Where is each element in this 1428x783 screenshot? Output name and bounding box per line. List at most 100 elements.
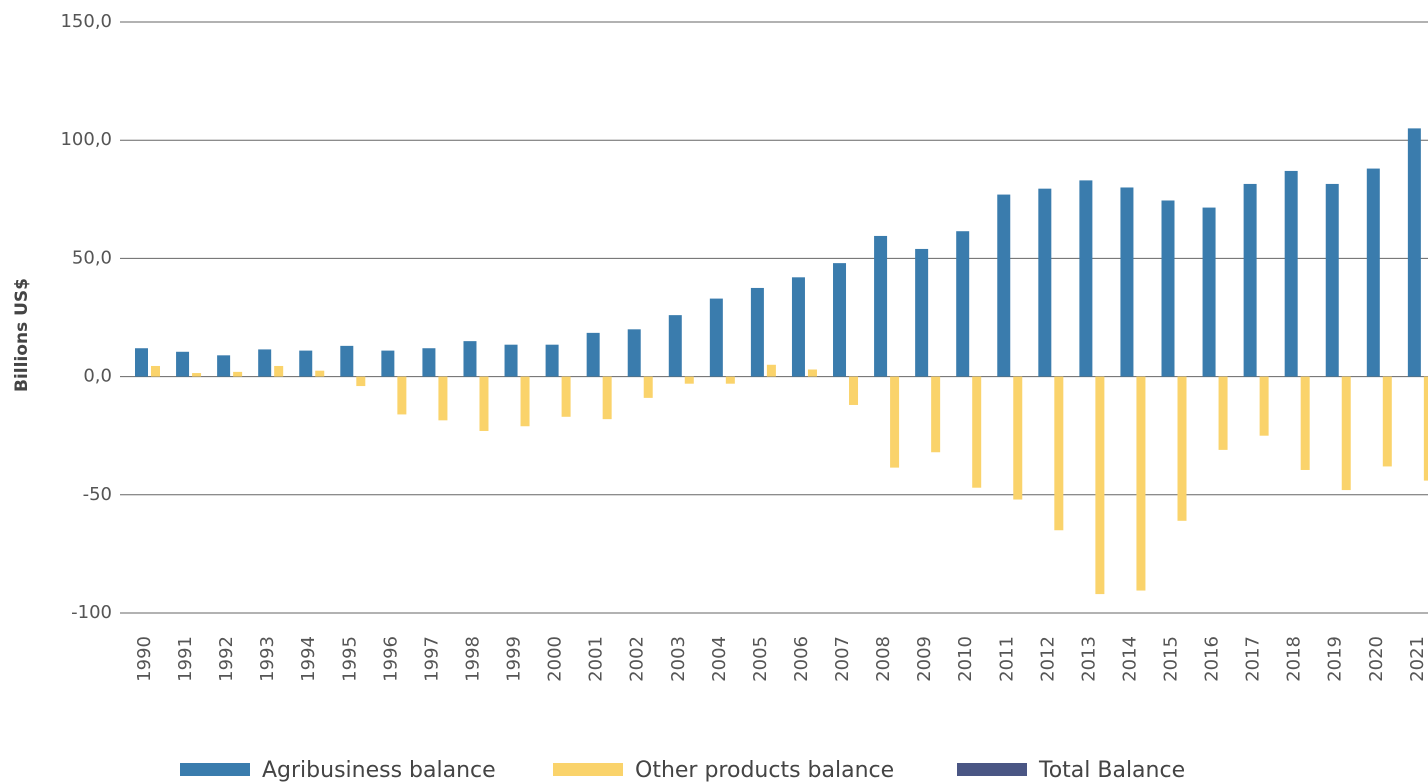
bar [1341,376,1351,491]
bar [1423,376,1428,481]
x-tick-label: 1997 [421,636,442,682]
bar [956,231,970,377]
bar [1218,376,1228,450]
bar [1243,183,1257,377]
bar [668,315,682,377]
bar [438,376,448,421]
bar [931,376,941,453]
bar [1259,376,1269,436]
bar [479,376,489,431]
bar [356,376,366,387]
bar [602,376,612,420]
legend-label: Total Balance [1038,758,1185,783]
bar [397,376,407,415]
x-tick-label: 2001 [586,636,607,682]
legend-swatch [957,763,1027,776]
bar [1284,170,1298,377]
x-tick-label: 2019 [1325,636,1346,682]
bar [709,298,723,377]
bar [1325,183,1339,377]
x-tick-label: 2006 [791,636,812,682]
bar [504,344,518,377]
x-tick-label: 2002 [627,636,648,682]
bar [997,194,1011,377]
bar [192,373,202,377]
x-tick-label: 2011 [996,636,1017,682]
bar [1079,180,1093,377]
x-tick-label: 2013 [1078,636,1099,682]
bar [643,376,653,398]
x-tick-label: 2007 [832,636,853,682]
bar [972,376,982,488]
bar [1161,200,1175,377]
legend-swatch [180,763,250,776]
y-axis-title: Billions US$ [12,278,32,392]
x-tick-label: 1999 [504,636,525,682]
bar [233,371,243,377]
bar [299,350,313,377]
x-tick-label: 2009 [914,636,935,682]
x-tick-label: 2014 [1119,636,1140,682]
bar [725,376,735,384]
bar [915,248,929,377]
bar [1054,376,1064,531]
bar [381,350,395,377]
x-tick-label: 2012 [1037,636,1058,682]
bar [1095,376,1105,595]
bar [1300,376,1310,470]
bar [766,364,776,377]
bar [422,348,436,377]
x-tick-label: 1996 [380,636,401,682]
x-tick-label: 2015 [1161,636,1182,682]
bar [274,365,284,377]
y-tick-label: 0,0 [83,366,112,387]
bar [849,376,859,405]
bar [258,349,272,377]
bar [750,287,764,377]
bar [340,345,354,377]
bar [176,351,190,377]
legend-label: Agribusiness balance [262,758,496,783]
bar [315,370,325,377]
x-tick-label: 2018 [1284,636,1305,682]
bar [1202,207,1216,377]
x-tick-label: 1990 [134,636,155,682]
bar [463,341,477,377]
bar [874,235,888,377]
x-tick-label: 1994 [298,636,319,682]
bar [586,332,600,377]
bar [1038,188,1052,377]
bar [1366,168,1380,377]
x-tick-label: 2008 [873,636,894,682]
y-tick-label: 150,0 [60,11,112,32]
bar [1013,376,1023,500]
bar [520,376,530,427]
legend-label: Other products balance [635,758,894,783]
y-tick-label: -100 [71,602,112,623]
x-tick-label: 2000 [545,636,566,682]
x-tick-label: 2017 [1243,636,1264,682]
bar [1407,128,1421,377]
x-tick-label: 1992 [216,636,237,682]
x-tick-label: 2003 [668,636,689,682]
bar [833,263,847,377]
y-tick-label: -50 [83,484,112,505]
bar [545,344,559,377]
x-tick-label: 1998 [462,636,483,682]
bar [684,376,694,384]
bar [1120,187,1134,377]
bar [791,277,805,377]
bar [807,369,817,377]
x-tick-label: 1993 [257,636,278,682]
bar [217,355,231,377]
x-tick-label: 2016 [1202,636,1223,682]
bar [135,348,148,377]
bar [627,329,641,377]
legend-swatch [553,763,623,776]
bar [1177,376,1187,521]
x-tick-label: 1991 [175,636,196,682]
bar [890,376,900,468]
y-tick-label: 50,0 [72,247,112,268]
x-tick-label: 2010 [955,636,976,682]
